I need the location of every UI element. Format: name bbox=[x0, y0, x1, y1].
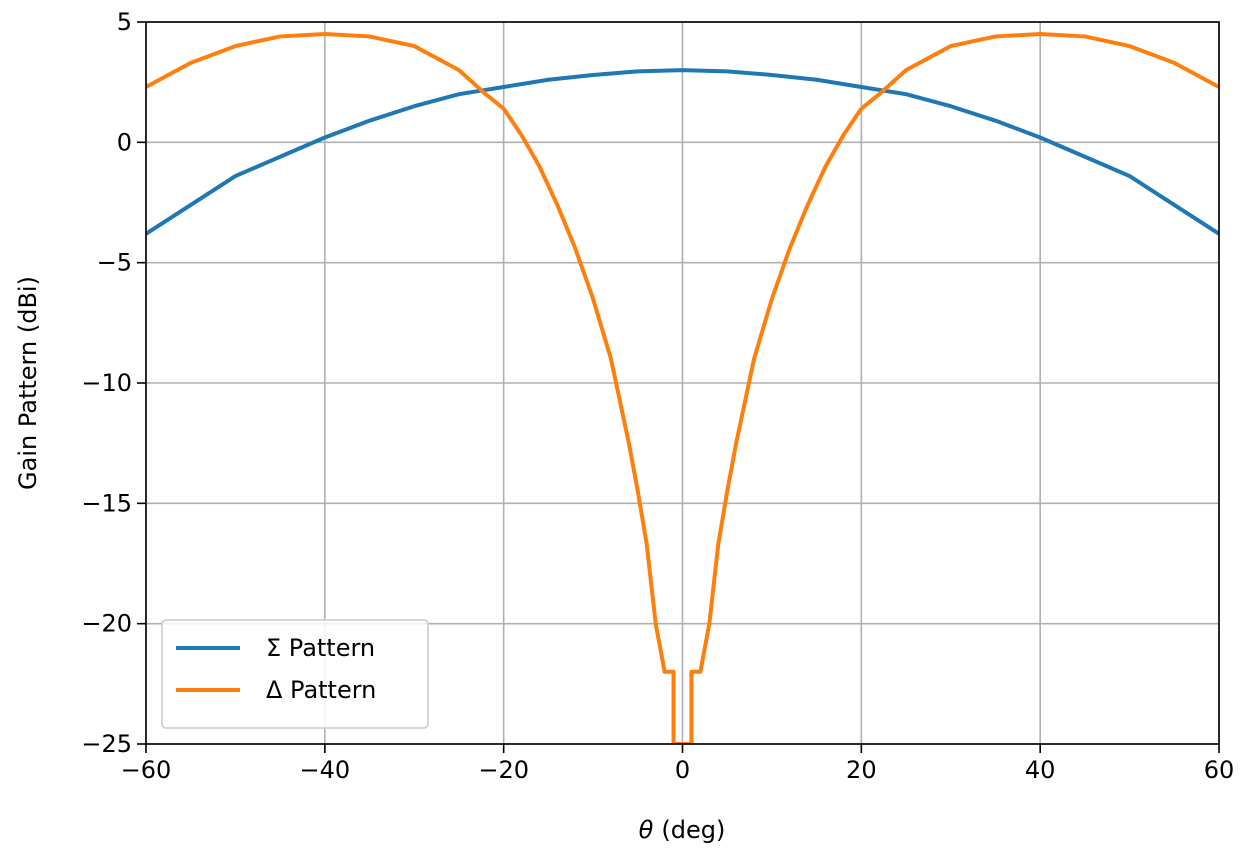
x-tick-label: 0 bbox=[675, 756, 690, 784]
y-tick-label: −10 bbox=[81, 369, 132, 397]
series-line-delta-pattern bbox=[146, 32, 1219, 744]
axis-ticks: −60 −40 −20 0 20 40 60 5 0 −5 −10 −15 −20 −25 bbox=[81, 8, 1234, 784]
x-axis-unit: (deg) bbox=[661, 816, 725, 844]
legend: Σ Pattern Δ Pattern bbox=[161, 619, 429, 729]
x-axis-label: θ (deg) bbox=[639, 816, 726, 844]
x-tick-label: −40 bbox=[300, 756, 351, 784]
y-tick-label: −20 bbox=[81, 610, 132, 638]
x-tick-label: 60 bbox=[1204, 756, 1235, 784]
legend-label: Σ Pattern bbox=[266, 634, 375, 662]
y-tick-label: 0 bbox=[117, 128, 132, 156]
x-tick-label: −60 bbox=[121, 756, 172, 784]
y-axis-label: Gain Pattern (dBi) bbox=[14, 276, 42, 490]
legend-label: Δ Pattern bbox=[266, 676, 376, 704]
x-tick-label: 20 bbox=[846, 756, 877, 784]
y-tick-label: −25 bbox=[81, 730, 132, 758]
x-tick-label: −20 bbox=[478, 756, 529, 784]
y-tick-label: 5 bbox=[117, 8, 132, 36]
x-tick-label: 40 bbox=[1025, 756, 1056, 784]
y-tick-label: −5 bbox=[97, 249, 132, 277]
y-tick-label: −15 bbox=[81, 489, 132, 517]
x-axis-symbol: θ bbox=[639, 816, 654, 844]
series-line-sum-pattern bbox=[146, 68, 1219, 236]
series-lines bbox=[146, 32, 1219, 744]
